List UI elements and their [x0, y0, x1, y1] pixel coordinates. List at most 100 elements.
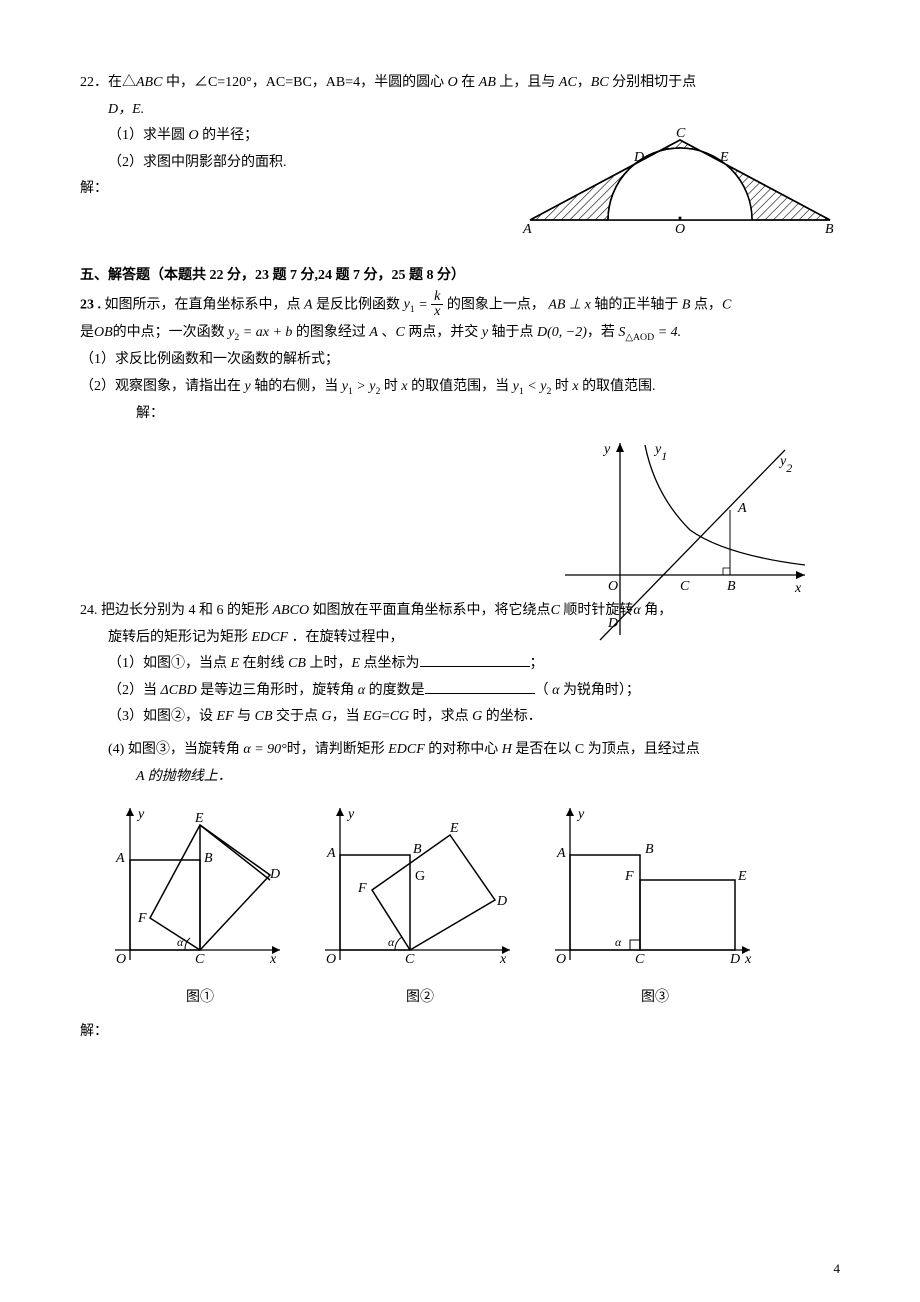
fig2: O x y A B C D E F G α 图②	[320, 800, 520, 1011]
svg-text:y1: y1	[653, 442, 667, 463]
y2: y2	[228, 325, 239, 340]
BC: CB	[255, 709, 273, 724]
svg-text:A: A	[115, 851, 125, 866]
t: 中，∠C=120°，AC=BC，AB=4，半圆的圆心	[162, 75, 447, 90]
a: α	[358, 683, 365, 698]
t: （1）如图①，当点	[108, 656, 231, 671]
t: (4) 如图③，当旋转角	[108, 742, 243, 757]
svg-text:x: x	[499, 952, 507, 967]
svg-text:B: B	[413, 842, 422, 857]
t: 顺时针旋转	[560, 603, 634, 618]
edcf: EDCF	[388, 742, 425, 757]
problem-23: 23 . 如图所示，在直角坐标系中，点 A 是反比例函数 y1 = kx 的图象…	[80, 290, 840, 428]
svg-text:O: O	[675, 222, 685, 235]
svg-text:y: y	[136, 807, 145, 822]
C: C	[551, 603, 560, 618]
t: A 的抛物线上．	[136, 769, 232, 784]
svg-text:E: E	[719, 150, 729, 165]
eq: =	[382, 709, 390, 724]
svg-text:F: F	[624, 869, 634, 884]
fig3: O x y A B C D E F α 图③	[550, 800, 760, 1011]
t: 在射线	[239, 656, 288, 671]
abc: ABC	[136, 75, 162, 90]
t: 如图所示，在直角坐标系中，点	[105, 297, 305, 312]
t: 的度数是	[365, 683, 425, 698]
svg-text:E: E	[194, 811, 204, 826]
svg-text:O: O	[116, 952, 126, 967]
CG: CG	[390, 709, 409, 724]
svg-text:D: D	[269, 867, 280, 882]
q24-line1: 24. 把边长分别为 4 和 6 的矩形 ABCO 如图放在平面直角坐标系中，将…	[80, 598, 840, 625]
t: ，当	[332, 709, 364, 724]
q22-figure: A B C D E O	[520, 125, 840, 246]
svg-text:α: α	[388, 935, 395, 949]
n: 24.	[80, 603, 101, 618]
svg-text:A: A	[737, 501, 747, 516]
svg-text:y: y	[576, 807, 585, 822]
q23-sol: 解：	[80, 401, 840, 428]
svg-text:C: C	[195, 952, 205, 967]
page-number: 4	[834, 1257, 841, 1282]
frac: kx	[431, 290, 443, 320]
svg-text:D: D	[496, 894, 507, 909]
t: 为锐角时）；	[559, 683, 640, 698]
cap3: 图③	[550, 985, 760, 1012]
gt: >	[353, 379, 369, 394]
q23-p2: （2）观察图象，请指出在 y 轴的右侧，当 y1 > y2 时 x 的取值范围，…	[80, 374, 840, 401]
q23-line2: 是OB的中点；一次函数 y2 = ax + b 的图象经过 A 、C 两点，并交…	[80, 320, 840, 347]
q24-p4-l2: A 的抛物线上．	[80, 764, 840, 791]
q24-p2: （2）当 ΔCBD 是等边三角形时，旋转角 α 的度数是（ α 为锐角时）；	[80, 678, 840, 705]
t: 两点，并交	[405, 325, 482, 340]
svg-text:G: G	[415, 869, 425, 884]
t: 时，请判断矩形	[287, 742, 389, 757]
t: 分别相切于点	[609, 75, 697, 90]
H: H	[502, 742, 512, 757]
svg-text:O: O	[556, 952, 566, 967]
q24-line2: 旋转后的矩形记为矩形 EDCF ．在旋转过程中，	[80, 625, 840, 652]
q23-p1: （1）求反比例函数和一次函数的解析式；	[80, 347, 840, 374]
cap1: 图①	[110, 985, 290, 1012]
t: （	[535, 683, 553, 698]
C: C	[722, 297, 731, 312]
cbd: ΔCBD	[161, 683, 197, 698]
t: 的半径；	[199, 128, 259, 143]
AC: AC	[559, 75, 577, 90]
t: 的取值范围，当	[408, 379, 513, 394]
e4: = 4.	[654, 325, 681, 340]
svg-text:C: C	[405, 952, 415, 967]
svg-text:C: C	[680, 579, 690, 594]
OB: OB	[94, 325, 113, 340]
svg-text:B: B	[727, 579, 736, 594]
cap2: 图②	[320, 985, 520, 1012]
y1: y1	[404, 297, 415, 312]
a: α	[243, 742, 250, 757]
svg-text:α: α	[615, 935, 622, 949]
E: E	[231, 656, 240, 671]
svg-text:E: E	[737, 869, 747, 884]
t: 在	[458, 75, 479, 90]
q23-line1: 23 . 如图所示，在直角坐标系中，点 A 是反比例函数 y1 = kx 的图象…	[80, 290, 840, 320]
t: 、	[378, 325, 396, 340]
y2b: y2	[369, 379, 380, 394]
t: 点坐标为	[360, 656, 420, 671]
t: （2）当	[108, 683, 161, 698]
abp: AB ⊥ x	[548, 297, 591, 312]
fig1: O x y A B C D E F α 图①	[110, 800, 290, 1011]
c: ，	[577, 75, 591, 90]
svg-text:α: α	[177, 935, 184, 949]
t: 与	[234, 709, 255, 724]
t: 时	[551, 379, 572, 394]
q24-p3: （3）如图②，设 EF 与 CB 交于点 G，当 EG=CG 时，求点 G 的坐…	[80, 704, 840, 731]
y2e: = ax + b	[239, 325, 292, 340]
y1b: y1	[342, 379, 353, 394]
q24-figures: O x y A B C D E F α 图①	[80, 800, 840, 1011]
abco: ABCO	[273, 603, 310, 618]
t: 的取值范围.	[579, 379, 656, 394]
t: 把边长分别为 4 和 6 的矩形	[101, 603, 273, 618]
t: 角，	[641, 603, 673, 618]
A: A	[369, 325, 378, 340]
t: 如图放在平面直角坐标系中，将它绕点	[309, 603, 551, 618]
t: 是反比例函数	[313, 297, 404, 312]
problem-24: 24. 把边长分别为 4 和 6 的矩形 ABCO 如图放在平面直角坐标系中，将…	[80, 598, 840, 1046]
q22-num: 22．	[80, 75, 108, 90]
